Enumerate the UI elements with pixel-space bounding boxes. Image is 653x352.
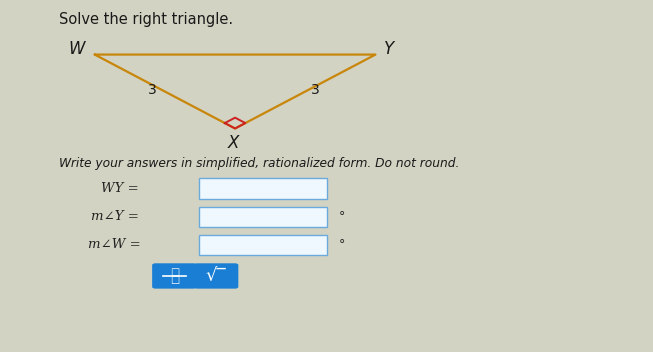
Text: °: ° [338, 210, 345, 223]
FancyBboxPatch shape [199, 207, 326, 227]
Text: Solve the right triangle.: Solve the right triangle. [59, 12, 233, 27]
Text: □: □ [170, 275, 179, 285]
FancyBboxPatch shape [199, 235, 326, 255]
Text: W: W [69, 39, 86, 58]
FancyBboxPatch shape [194, 263, 238, 289]
Text: 3: 3 [148, 83, 157, 97]
Text: √‾: √‾ [206, 267, 227, 285]
Text: m∠Y =: m∠Y = [91, 210, 139, 223]
FancyBboxPatch shape [199, 178, 326, 199]
Text: Write your answers in simplified, rationalized form. Do not round.: Write your answers in simplified, ration… [59, 157, 459, 170]
Text: 3: 3 [311, 83, 320, 97]
Text: °: ° [338, 239, 345, 251]
Text: □: □ [170, 267, 179, 277]
FancyBboxPatch shape [152, 263, 197, 289]
Text: WY =: WY = [101, 182, 139, 195]
Text: m∠W =: m∠W = [88, 239, 141, 251]
Text: X: X [228, 133, 240, 152]
Text: Y: Y [383, 39, 394, 58]
